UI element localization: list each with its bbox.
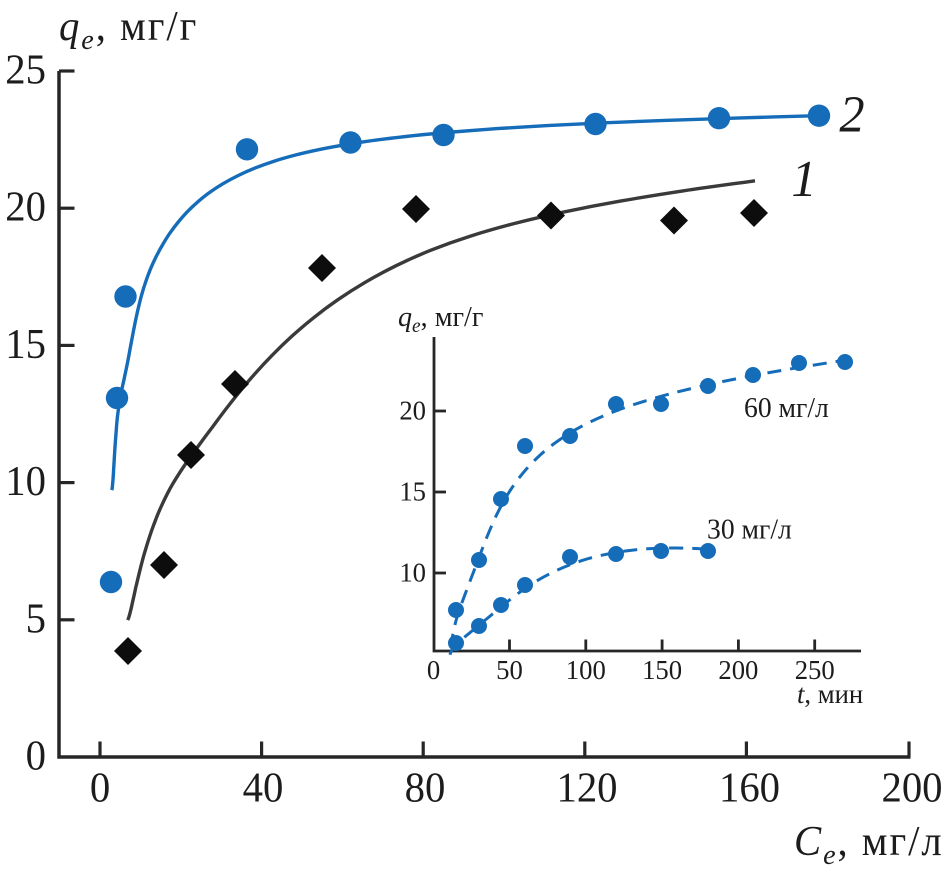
- svg-text:qe, мг/г: qe, мг/г: [398, 302, 483, 337]
- svg-text:15: 15: [399, 476, 426, 506]
- svg-text:40: 40: [243, 764, 284, 811]
- svg-text:15: 15: [5, 320, 46, 367]
- svg-text:100: 100: [566, 655, 606, 685]
- svg-text:120: 120: [556, 764, 617, 811]
- svg-text:200: 200: [881, 764, 942, 811]
- svg-text:2: 2: [839, 86, 864, 144]
- svg-text:60 мг/л: 60 мг/л: [744, 393, 829, 424]
- svg-text:25: 25: [5, 46, 46, 93]
- svg-text:0: 0: [90, 764, 110, 811]
- svg-text:160: 160: [719, 764, 780, 811]
- svg-text:10: 10: [5, 458, 46, 505]
- svg-text:30 мг/л: 30 мг/л: [707, 514, 792, 545]
- svg-text:1: 1: [791, 150, 816, 208]
- svg-text:qe, мг/г: qe, мг/г: [59, 2, 198, 56]
- svg-text:20: 20: [5, 183, 46, 230]
- svg-text:5: 5: [26, 595, 46, 642]
- svg-text:50: 50: [496, 655, 523, 685]
- svg-text:200: 200: [718, 655, 758, 685]
- svg-text:150: 150: [642, 655, 682, 685]
- svg-text:20: 20: [399, 395, 426, 425]
- svg-text:Ce, мг/л: Ce, мг/л: [794, 817, 944, 871]
- svg-text:t, мин: t, мин: [797, 679, 863, 709]
- svg-text:80: 80: [405, 764, 446, 811]
- svg-text:10: 10: [399, 557, 426, 587]
- svg-text:0: 0: [26, 732, 46, 779]
- svg-text:250: 250: [795, 655, 835, 685]
- svg-text:0: 0: [427, 655, 440, 685]
